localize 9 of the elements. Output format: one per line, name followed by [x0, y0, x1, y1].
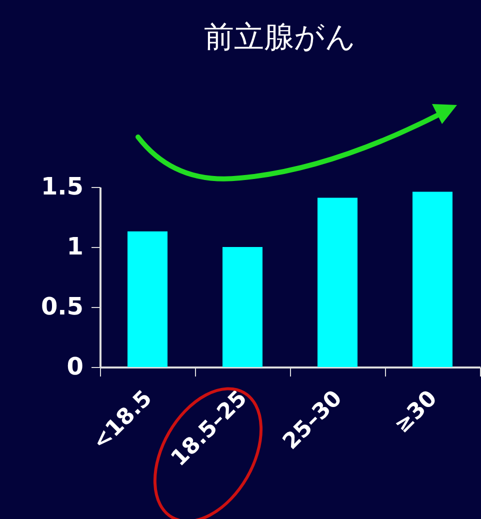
y-tick-label: 1.5	[40, 172, 84, 200]
y-tick-label: 0	[66, 352, 84, 380]
bar	[412, 192, 452, 367]
bar	[128, 231, 168, 367]
bar	[318, 198, 358, 367]
chart-title: 前立腺がん	[204, 20, 356, 55]
bar	[222, 247, 262, 367]
y-tick-label: 0.5	[40, 292, 84, 320]
y-tick-label: 1	[66, 232, 84, 260]
